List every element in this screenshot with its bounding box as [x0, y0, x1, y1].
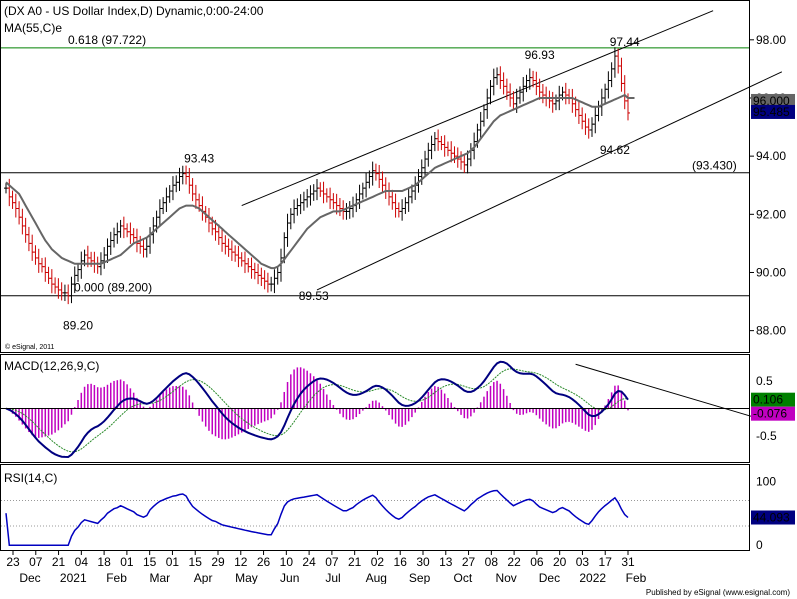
- price-tick-label: 94.00: [756, 149, 786, 163]
- price-annotation: 94.62: [600, 143, 630, 157]
- time-month-label: Mar: [150, 571, 171, 585]
- time-day-label: 26: [257, 555, 271, 569]
- rsi-panel-frame: [0, 464, 750, 551]
- time-day-label: 13: [439, 555, 453, 569]
- time-day-label: 16: [394, 555, 408, 569]
- ma-label: MA(55,C)e: [4, 21, 62, 35]
- time-day-label: 22: [507, 555, 521, 569]
- time-month-label: Oct: [454, 571, 473, 585]
- time-day-label: 07: [29, 555, 43, 569]
- rsi-tick-label: 0: [756, 538, 763, 552]
- time-month-label: May: [235, 571, 258, 585]
- price-annotation: 97.44: [610, 35, 640, 49]
- time-day-label: 04: [75, 555, 89, 569]
- time-day-label: 20: [553, 555, 567, 569]
- right-axis: 98.0096.0094.0092.0090.0088.0096.00095.4…: [750, 33, 795, 552]
- price-tick-label: 90.00: [756, 265, 786, 279]
- time-day-label: 31: [621, 555, 635, 569]
- time-day-label: 17: [599, 555, 613, 569]
- rsi-title: RSI(14,C): [4, 471, 57, 485]
- time-day-label: 01: [166, 555, 180, 569]
- time-day-label: 18: [97, 555, 111, 569]
- price-annotation: 96.93: [525, 48, 555, 62]
- time-day-label: 15: [143, 555, 157, 569]
- ma-value-box: [751, 93, 795, 108]
- time-month-label: Apr: [194, 571, 213, 585]
- ma-55-line: [5, 93, 635, 270]
- time-day-label: 24: [302, 555, 316, 569]
- price-tick-label: 98.00: [756, 33, 786, 47]
- macd-signal-line: [5, 368, 629, 453]
- price-tick-label: 88.00: [756, 324, 786, 338]
- ma-value-label: 96.000: [753, 94, 790, 108]
- macd-hist-value-box: [751, 406, 795, 421]
- price-tick-label: 92.00: [756, 207, 786, 221]
- macd-value-label: 0.106: [753, 393, 783, 407]
- time-month-label: Sep: [409, 571, 431, 585]
- rsi-value-label: 44.093: [753, 511, 790, 525]
- macd-panel: MACD(12,26,9,C): [0, 354, 763, 463]
- time-day-label: 23: [6, 555, 20, 569]
- price-chart-title: (DX A0 - US Dollar Index,D) Dynamic,0:00…: [4, 4, 264, 18]
- time-day-label: 12: [234, 555, 248, 569]
- time-month-label: Jun: [280, 571, 299, 585]
- channel-line-1: [241, 10, 714, 207]
- price-annotation: 89.53: [299, 289, 329, 303]
- support-line-label: (93.430): [692, 159, 737, 173]
- macd-tick-label: 0.5: [756, 374, 773, 388]
- time-month-label: 2021: [60, 571, 87, 585]
- time-month-label: Dec: [19, 571, 40, 585]
- last-price-box: [751, 104, 795, 119]
- time-month-label: Aug: [366, 571, 387, 585]
- price-annotation: 89.20: [63, 319, 93, 333]
- footer-bar: [0, 584, 797, 599]
- time-day-label: 27: [462, 555, 476, 569]
- price-annotation: 93.43: [184, 152, 214, 166]
- time-month-label: Feb: [626, 571, 647, 585]
- macd-hist-value-label: -0.076: [753, 407, 787, 421]
- rsi-value-box: [751, 510, 795, 525]
- time-day-label: 01: [120, 555, 134, 569]
- time-day-label: 10: [280, 555, 294, 569]
- time-month-label: Dec: [539, 571, 560, 585]
- time-axis: 23 07 21 04 18 01 15 01 15 29 12 26 10 24 07 21 02 16 30 13…: [6, 551, 647, 585]
- macd-line: [5, 360, 629, 459]
- price-panel-frame: [0, 0, 750, 353]
- rsi-tick-label: 100: [756, 474, 776, 488]
- time-day-label: 30: [416, 555, 430, 569]
- macd-value-box: [751, 392, 795, 407]
- time-month-label: Feb: [106, 571, 127, 585]
- last-price-label: 95.485: [753, 105, 790, 119]
- time-day-label: 29: [211, 555, 225, 569]
- time-day-label: 02: [371, 555, 385, 569]
- macd-title: MACD(12,26,9,C): [4, 359, 99, 373]
- macd-tick-label: -0.5: [756, 429, 777, 443]
- time-day-label: 07: [325, 555, 339, 569]
- credit-label: © eSignal, 2011: [5, 343, 55, 351]
- time-day-label: 21: [348, 555, 362, 569]
- price-panel: 0.618 (97.722) 0.000 (89.200) (93.430) 97.4…: [0, 0, 783, 353]
- fib-0618-label: 0.618 (97.722): [68, 33, 146, 47]
- time-month-label: Jul: [325, 571, 340, 585]
- channel-line-2: [316, 71, 783, 291]
- time-day-label: 15: [189, 555, 203, 569]
- rsi-panel: RSI(14,C): [0, 464, 750, 551]
- fib-0000-label: 0.000 (89.200): [74, 281, 152, 295]
- time-day-label: 21: [52, 555, 66, 569]
- time-day-label: 03: [576, 555, 590, 569]
- footer-text: Published by eSignal (www.esignal.com): [646, 588, 790, 597]
- rsi-line: [5, 489, 629, 546]
- time-day-label: 08: [485, 555, 499, 569]
- time-month-label: Nov: [495, 571, 516, 585]
- time-month-label: 2022: [579, 571, 606, 585]
- macd-trendline: [575, 363, 763, 421]
- time-day-label: 06: [530, 555, 544, 569]
